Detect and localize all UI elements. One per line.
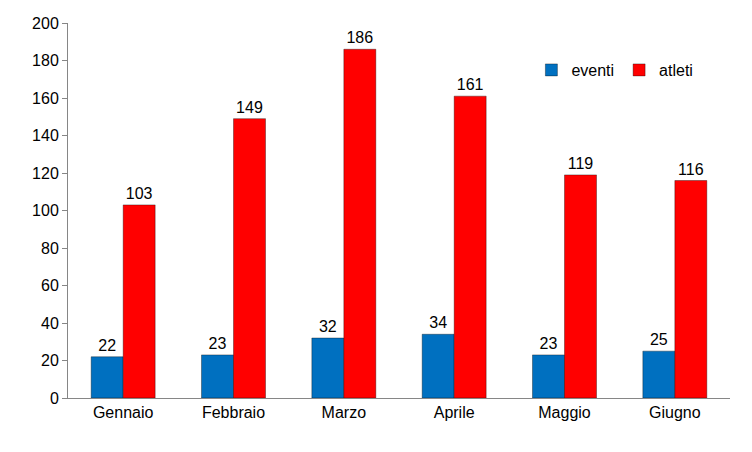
svg-text:Febbraio: Febbraio [202, 404, 265, 421]
svg-text:116: 116 [678, 161, 704, 178]
svg-text:0: 0 [50, 390, 59, 407]
svg-text:186: 186 [346, 29, 373, 46]
svg-text:Marzo: Marzo [322, 404, 367, 421]
svg-text:23: 23 [540, 335, 558, 352]
svg-text:160: 160 [32, 90, 59, 107]
svg-text:Maggio: Maggio [538, 404, 591, 421]
svg-text:34: 34 [429, 314, 447, 331]
svg-text:120: 120 [32, 165, 59, 182]
svg-text:atleti: atleti [659, 62, 693, 79]
svg-text:25: 25 [650, 331, 668, 348]
svg-text:40: 40 [41, 315, 59, 332]
svg-text:119: 119 [568, 155, 594, 172]
svg-text:20: 20 [41, 352, 59, 369]
svg-text:22: 22 [98, 337, 116, 354]
svg-text:140: 140 [32, 127, 59, 144]
svg-text:23: 23 [209, 335, 227, 352]
svg-text:32: 32 [319, 318, 337, 335]
svg-text:103: 103 [126, 185, 153, 202]
svg-text:200: 200 [32, 15, 59, 32]
svg-text:149: 149 [236, 99, 263, 116]
svg-text:Giugno: Giugno [649, 404, 701, 421]
svg-text:161: 161 [457, 76, 484, 93]
svg-text:80: 80 [41, 240, 59, 257]
svg-text:180: 180 [32, 52, 59, 69]
svg-text:60: 60 [41, 277, 59, 294]
svg-text:Aprile: Aprile [434, 404, 475, 421]
svg-text:Gennaio: Gennaio [93, 404, 154, 421]
svg-text:eventi: eventi [571, 62, 614, 79]
svg-text:100: 100 [32, 202, 59, 219]
